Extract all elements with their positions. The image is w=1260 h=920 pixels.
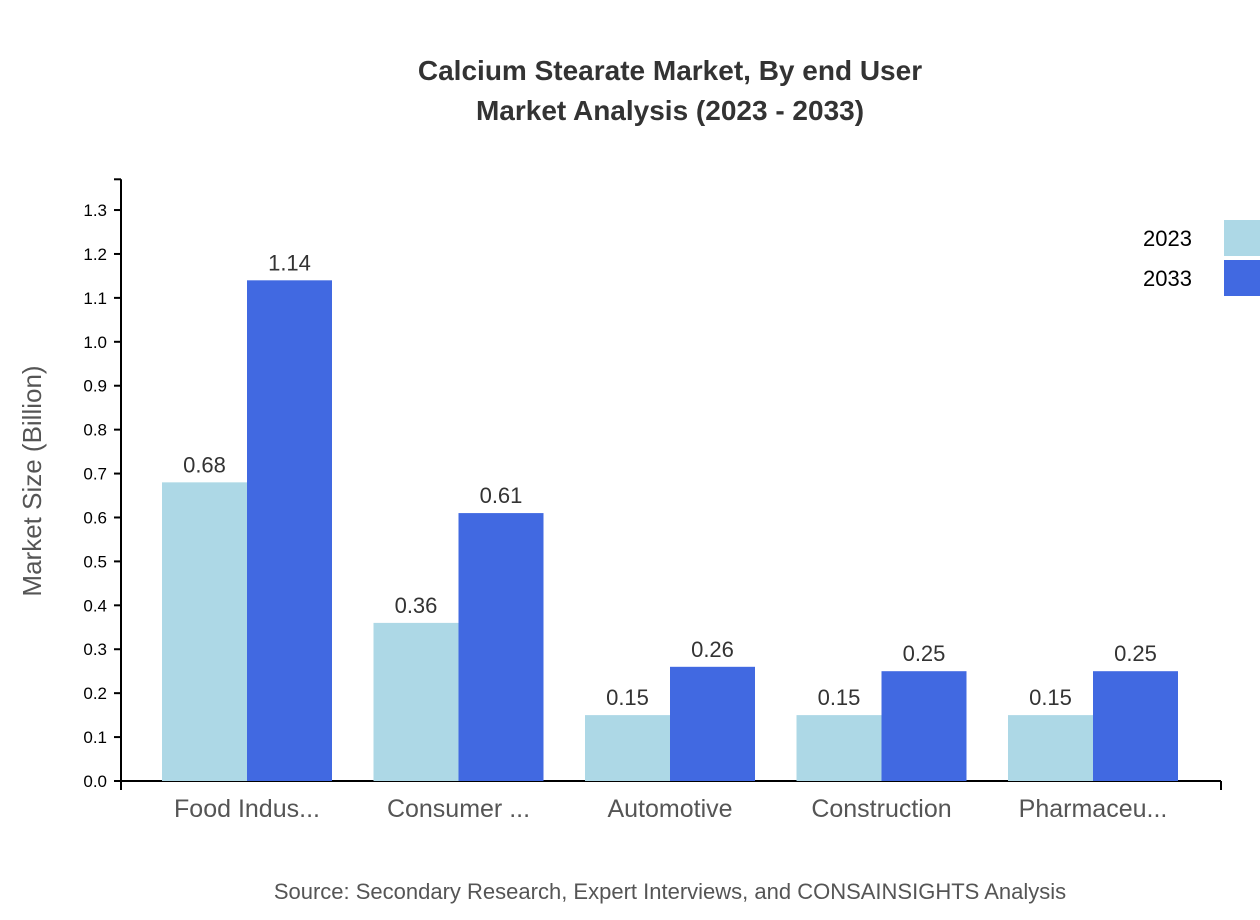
data-label: 0.15 [818, 685, 861, 710]
x-tick-label: Construction [811, 795, 951, 823]
y-tick-label: 0.2 [83, 684, 107, 703]
y-tick-label: 0.5 [83, 552, 107, 571]
x-tick-label: Automotive [607, 795, 732, 823]
x-tick-label: Consumer ... [387, 795, 530, 823]
legend-label: 2033 [1143, 266, 1192, 291]
y-tick-label: 0.7 [83, 465, 107, 484]
legend-label: 2023 [1143, 226, 1192, 251]
bar-2023 [373, 622, 459, 781]
y-tick-label: 0.4 [83, 596, 107, 615]
legend-swatch [1224, 260, 1260, 296]
data-label: 0.26 [691, 637, 734, 662]
bar-2033 [670, 666, 755, 781]
chart-title: Calcium Stearate Market, By end User [418, 55, 922, 86]
y-tick-label: 0.3 [83, 640, 107, 659]
bar-2033 [1093, 671, 1178, 781]
y-tick-label: 0.1 [83, 728, 107, 747]
bar-2023 [1008, 715, 1093, 781]
data-label: 1.14 [268, 250, 311, 275]
x-tick-label: Pharmaceu... [1019, 795, 1168, 823]
legend-swatch [1224, 220, 1260, 256]
bar-2033 [881, 671, 967, 781]
bar-2033 [247, 280, 332, 781]
y-tick-label: 0.9 [83, 377, 107, 396]
y-tick-label: 0.6 [83, 508, 107, 527]
y-tick-label: 1.0 [83, 333, 107, 352]
data-label: 0.61 [480, 483, 523, 508]
bar-2023 [585, 715, 670, 781]
source-note: Source: Secondary Research, Expert Inter… [274, 879, 1066, 904]
data-label: 0.68 [183, 452, 226, 477]
bar-2023 [796, 715, 882, 781]
data-label: 0.36 [395, 593, 438, 618]
y-tick-label: 1.2 [83, 245, 107, 264]
bar-2023 [162, 482, 247, 781]
y-axis-label: Market Size (Billion) [17, 365, 47, 596]
bar-2033 [458, 513, 544, 781]
data-label: 0.25 [903, 641, 946, 666]
data-label: 0.25 [1114, 641, 1157, 666]
y-tick-label: 0.8 [83, 421, 107, 440]
data-label: 0.15 [606, 685, 649, 710]
y-tick-label: 0.0 [83, 772, 107, 791]
y-tick-label: 1.3 [83, 201, 107, 220]
chart-subtitle: Market Analysis (2023 - 2033) [476, 95, 864, 126]
y-tick-label: 1.1 [83, 289, 107, 308]
x-tick-label: Food Indus... [174, 795, 320, 823]
data-label: 0.15 [1029, 685, 1072, 710]
